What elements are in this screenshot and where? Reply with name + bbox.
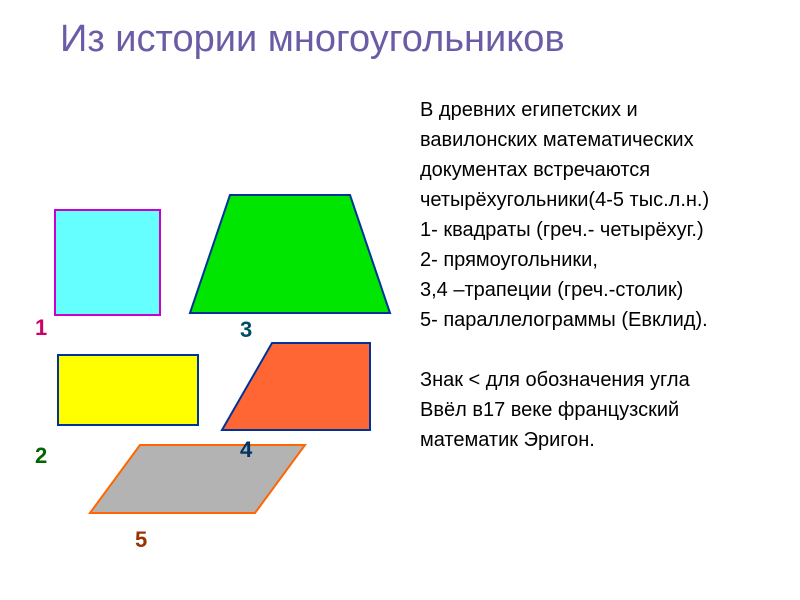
shape-square <box>55 210 160 315</box>
label-3: 3 <box>240 317 252 343</box>
slide-title: Из истории многоугольников <box>60 18 565 61</box>
body-line: 2- прямоугольники, <box>420 245 795 275</box>
body-line: Ввёл в17 веке французский <box>420 395 795 425</box>
body-line: 1- квадраты (греч.- четырёхуг.) <box>420 215 795 245</box>
shapes-svg <box>30 95 410 535</box>
body-line <box>420 335 795 365</box>
body-line: математик Эригон. <box>420 425 795 455</box>
label-5: 5 <box>135 527 147 553</box>
body-line: 5- параллелограммы (Евклид). <box>420 305 795 335</box>
shape-trapezoid-orange <box>222 343 370 430</box>
body-line: В древних египетских и <box>420 95 795 125</box>
label-4: 4 <box>240 437 252 463</box>
shape-rectangle-yellow <box>58 355 198 425</box>
shape-parallelogram-gray <box>90 445 305 513</box>
body-line: 3,4 –трапеции (греч.-столик) <box>420 275 795 305</box>
body-line: Знак < для обозначения угла <box>420 365 795 395</box>
label-1: 1 <box>35 315 47 341</box>
shape-trapezoid-green <box>190 195 390 313</box>
label-2: 2 <box>35 443 47 469</box>
shapes-diagram: 1 3 2 4 5 <box>30 95 410 525</box>
body-line: четырёхугольники(4-5 тыс.л.н.) <box>420 185 795 215</box>
body-text: В древних египетских ивавилонских матема… <box>420 95 795 455</box>
body-line: вавилонских математических <box>420 125 795 155</box>
body-line: документах встречаются <box>420 155 795 185</box>
